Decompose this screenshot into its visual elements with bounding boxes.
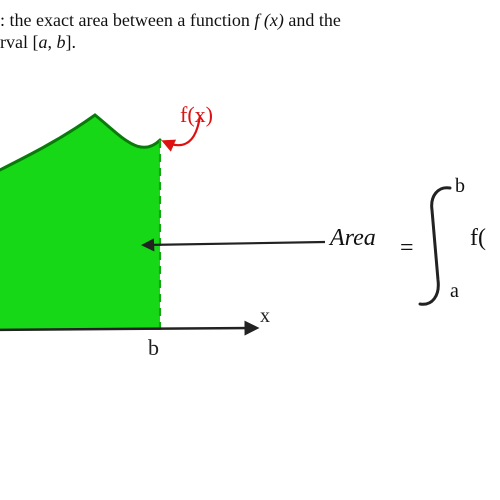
integral-lower-limit: a (450, 280, 459, 303)
area-pointer-arrow (145, 242, 325, 245)
desc-text-prefix: : the exact area between a function (0, 10, 254, 30)
desc2-suffix: ]. (65, 32, 76, 52)
integrand-text: f( (470, 225, 486, 252)
description-line-2: rval [a, b]. (0, 32, 76, 53)
x-axis-label: x (260, 305, 270, 328)
desc-text-suffix: and the (284, 10, 341, 30)
integral-upper-limit: b (455, 175, 465, 198)
area-label: Area (330, 225, 376, 252)
diagram-svg (0, 60, 500, 440)
equals-sign: = (400, 235, 414, 262)
b-tick-label: b (148, 335, 159, 361)
desc2-prefix: rval [ (0, 32, 38, 52)
fx-annotation: f(x) (180, 102, 213, 128)
integral-sign-icon (420, 188, 450, 305)
page: : the exact area between a function f (x… (0, 0, 500, 500)
desc-fn: f (x) (254, 10, 283, 30)
description-line-1: : the exact area between a function f (x… (0, 8, 500, 32)
